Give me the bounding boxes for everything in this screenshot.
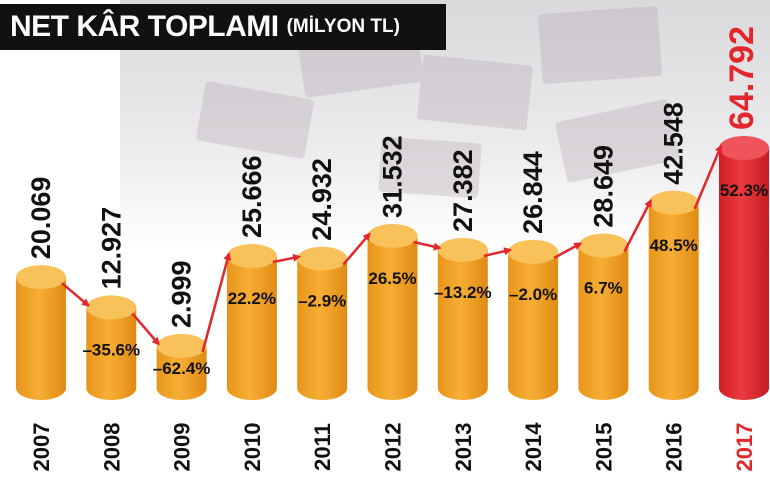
value-label-2007: 20.069 (26, 177, 56, 260)
value-label-2008: 12.927 (96, 207, 126, 290)
change-arrow-2012 (342, 232, 371, 266)
change-arrow-2017 (693, 144, 723, 210)
bar-body (86, 307, 137, 401)
bar-top (437, 237, 488, 262)
title-bar: NET KÂR TOPLAMI (MİLYON TL) (0, 4, 446, 50)
year-label-2008: 2008 (99, 423, 124, 472)
bar-body (156, 346, 207, 401)
change-label-2012: 26.5% (368, 269, 416, 288)
bar-2017 (719, 136, 769, 400)
year-label-2013: 2013 (451, 423, 476, 472)
bar-2008 (86, 295, 137, 401)
change-label-2009: –62.4% (153, 359, 211, 378)
year-label-2017: 2017 (732, 423, 757, 472)
bar-top (578, 233, 629, 258)
change-label-2011: –2.9% (298, 292, 346, 311)
change-arrow-2009 (131, 312, 160, 346)
change-label-2008: –35.6% (82, 340, 140, 359)
year-label-2011: 2011 (310, 423, 335, 471)
change-arrow-2015 (553, 242, 583, 259)
bar-body (297, 258, 348, 401)
bar-top (156, 334, 207, 358)
bar-top (297, 246, 348, 271)
value-label-2009: 2.999 (167, 260, 197, 328)
bar-2015 (578, 233, 629, 401)
change-label-2013: –13.2% (434, 283, 492, 302)
year-label-2012: 2012 (381, 423, 406, 472)
value-label-2010: 25.666 (237, 155, 267, 238)
change-label-2015: 6.7% (584, 279, 623, 298)
bar-body (437, 249, 488, 401)
change-arrow-2014 (483, 247, 513, 258)
bar-body (719, 148, 769, 400)
value-label-2012: 31.532 (378, 135, 408, 218)
year-label-2015: 2015 (591, 423, 616, 472)
bar-2009 (156, 334, 207, 401)
change-label-2016: 48.5% (650, 236, 698, 255)
bar-top (226, 244, 277, 269)
bar-top (86, 295, 137, 320)
change-arrow-2011 (272, 253, 302, 264)
chart-title: NET KÂR TOPLAMI (10, 10, 279, 43)
bar-top (16, 265, 66, 290)
year-label-2010: 2010 (240, 423, 265, 472)
bar-body (578, 245, 629, 401)
year-label-2016: 2016 (662, 423, 687, 472)
bar-2016 (648, 190, 699, 401)
change-label-2017: 52.3% (720, 181, 768, 200)
chart-unit: (MİLYON TL) (286, 16, 400, 37)
value-label-2011: 24.932 (307, 158, 337, 241)
year-label-2014: 2014 (521, 422, 546, 472)
bar-body (508, 251, 559, 401)
bar-top (648, 190, 699, 215)
value-label-2013: 27.382 (448, 149, 478, 232)
change-label-2010: 22.2% (228, 289, 276, 308)
bar-2013 (437, 237, 488, 401)
value-label-2016: 42.548 (659, 102, 689, 185)
bar-top (719, 136, 769, 160)
change-label-2014: –2.0% (509, 285, 557, 304)
bar-body (367, 235, 418, 400)
bar-2014 (508, 239, 559, 401)
year-label-2009: 2009 (170, 423, 195, 472)
change-arrow-2016 (623, 198, 652, 253)
bar-2010 (226, 244, 277, 401)
change-arrow-2013 (413, 240, 442, 251)
bar-top (367, 223, 418, 248)
year-label-2007: 2007 (29, 423, 54, 472)
bar-top (508, 239, 559, 264)
change-arrow-2008 (61, 282, 90, 307)
value-label-2015: 28.649 (588, 145, 618, 228)
bar-body (226, 256, 277, 401)
change-arrow-2010 (201, 252, 232, 353)
bar-body (16, 277, 66, 400)
value-label-2017: 64.792 (723, 26, 761, 130)
bar-body (648, 202, 699, 401)
value-label-2014: 26.844 (518, 151, 548, 234)
bar-2007 (16, 265, 66, 400)
bar-2012 (367, 223, 418, 400)
bar-2011 (297, 246, 348, 401)
